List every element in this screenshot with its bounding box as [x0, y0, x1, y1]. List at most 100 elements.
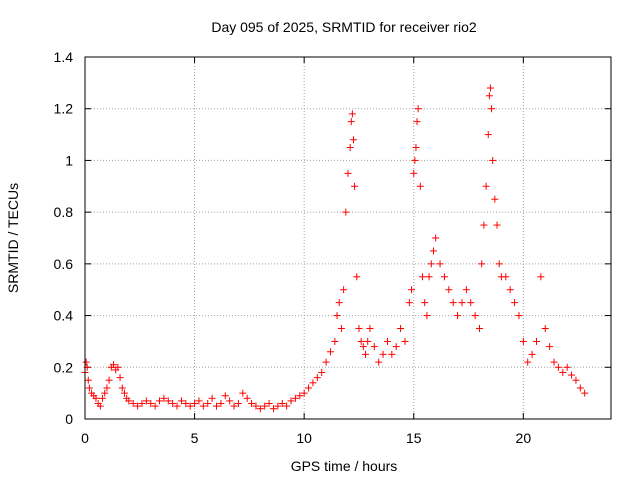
y-tick-label: 1.2 [54, 101, 74, 117]
data-point [351, 182, 359, 190]
data-point [309, 379, 317, 387]
data-point [96, 402, 104, 410]
data-point [265, 399, 273, 407]
data-point [335, 299, 343, 307]
data-point [217, 399, 225, 407]
data-point [169, 399, 177, 407]
data-point [546, 343, 554, 351]
data-point [213, 402, 220, 410]
data-point [261, 402, 269, 410]
data-point [134, 402, 142, 410]
data-point [333, 312, 341, 320]
data-point [576, 384, 584, 392]
data-point [348, 110, 356, 118]
data-point [471, 312, 479, 320]
y-tick-label: 0.2 [54, 359, 74, 375]
chart-title: Day 095 of 2025, SRMTID for receiver rio… [211, 19, 477, 35]
x-tick-label: 20 [516, 430, 532, 446]
x-tick-label: 0 [81, 430, 89, 446]
y-tick-label: 1 [65, 152, 73, 168]
data-point [151, 402, 159, 410]
data-point [101, 389, 109, 397]
data-point [199, 402, 207, 410]
data-point [234, 399, 242, 407]
data-point [408, 286, 416, 294]
data-point [410, 169, 418, 177]
data-point [313, 374, 321, 382]
x-tick-label: 10 [296, 430, 312, 446]
grid-lines [85, 57, 611, 419]
data-point [114, 363, 122, 371]
data-point [195, 397, 203, 405]
data-point [462, 286, 470, 294]
data-point [440, 273, 448, 281]
data-point [305, 384, 313, 392]
x-tick-label: 15 [406, 430, 422, 446]
data-point [491, 195, 499, 203]
data-point [581, 389, 589, 397]
data-point [414, 105, 422, 113]
data-point [156, 397, 164, 405]
data-point [349, 136, 357, 144]
data-point [421, 299, 429, 307]
data-point [252, 402, 260, 410]
x-axis-label: GPS time / hours [291, 458, 398, 474]
data-point [92, 394, 100, 402]
data-point [239, 389, 247, 397]
data-point [454, 312, 462, 320]
data-point [138, 399, 146, 407]
data-point [449, 299, 457, 307]
data-point [269, 405, 277, 413]
data-point [326, 348, 334, 356]
data-point [291, 394, 299, 402]
y-tick-label: 0 [65, 411, 73, 427]
data-point [164, 397, 172, 405]
data-point [458, 299, 466, 307]
data-point [572, 376, 580, 384]
data-point [383, 337, 391, 345]
data-point [359, 343, 367, 351]
data-point [488, 105, 496, 113]
data-point [405, 299, 413, 307]
data-point [230, 402, 238, 410]
y-tick-label: 0.8 [54, 204, 74, 220]
data-point [160, 394, 168, 402]
data-point [511, 299, 519, 307]
data-point [515, 312, 523, 320]
data-point [355, 325, 363, 332]
data-point [537, 273, 545, 281]
data-point [423, 312, 431, 320]
data-point [366, 325, 374, 332]
data-point [429, 247, 437, 255]
data-point [489, 156, 497, 164]
data-point [186, 402, 194, 410]
data-point [519, 337, 527, 345]
data-point [105, 376, 113, 384]
data-point [478, 260, 486, 268]
data-point [436, 260, 444, 268]
data-point [337, 325, 345, 332]
data-point [208, 394, 216, 402]
data-point [375, 358, 383, 366]
y-tick-label: 0.4 [54, 308, 74, 324]
data-point [120, 389, 128, 397]
data-point [191, 399, 199, 407]
data-point [528, 350, 536, 358]
data-point [550, 358, 558, 366]
data-point [116, 374, 124, 382]
data-point [221, 392, 229, 400]
data-point [347, 118, 355, 126]
data-point [568, 371, 576, 379]
data-point [82, 358, 90, 366]
data-point [563, 363, 571, 371]
data-point [300, 389, 308, 397]
data-point [283, 402, 291, 410]
data-point [256, 405, 264, 413]
data-point [467, 299, 475, 307]
data-point [397, 325, 405, 332]
data-point [485, 92, 493, 100]
data-point [173, 402, 181, 410]
data-point [103, 384, 111, 392]
data-point [419, 273, 427, 281]
data-point [524, 358, 532, 366]
